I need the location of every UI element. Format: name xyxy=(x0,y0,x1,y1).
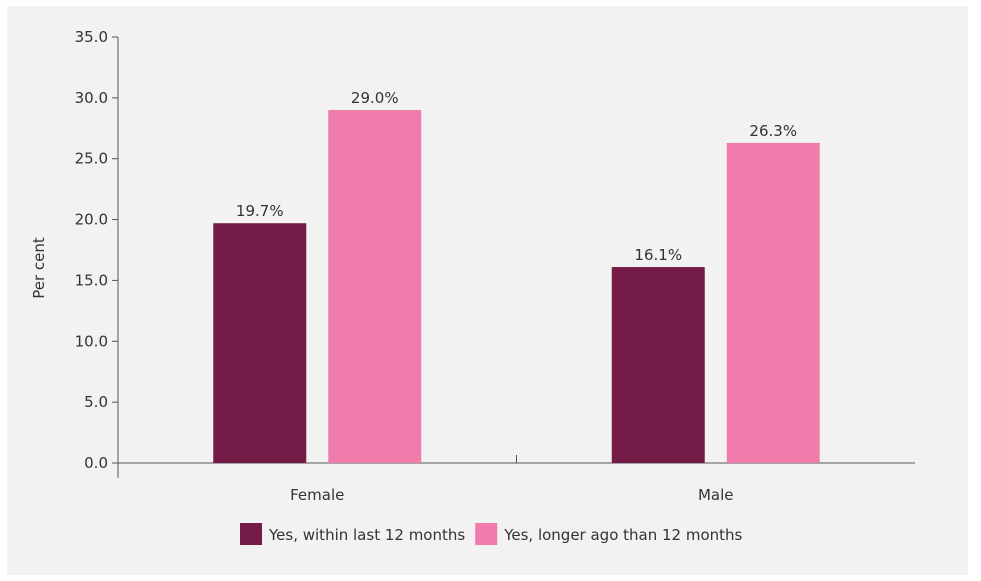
y-tick-label: 20.0 xyxy=(75,211,108,229)
y-tick-label: 15.0 xyxy=(75,271,108,289)
data-labels: 19.7% 29.0% 16.1% 26.3% xyxy=(236,89,797,264)
bar-female-series-2 xyxy=(328,110,422,464)
y-axis-title: Per cent xyxy=(30,237,48,299)
legend-label: Yes, longer ago than 12 months xyxy=(503,526,742,544)
x-category-label: Male xyxy=(698,486,734,504)
data-label: 29.0% xyxy=(351,89,399,107)
data-label: 26.3% xyxy=(749,122,797,140)
bar-male-series-1 xyxy=(611,267,705,463)
y-axis: 0.0 5.0 10.0 15.0 20.0 25.0 30.0 35.0 xyxy=(75,28,119,478)
y-tick-label: 25.0 xyxy=(75,150,108,168)
bar-female-series-1 xyxy=(213,223,307,463)
y-tick-label: 10.0 xyxy=(75,332,108,350)
bar-chart: 0.0 5.0 10.0 15.0 20.0 25.0 30.0 35.0 Female Mal… xyxy=(30,28,915,545)
bar-male-series-2 xyxy=(726,142,820,464)
y-tick-label: 30.0 xyxy=(75,89,108,107)
legend: Yes, within last 12 months Yes, longer ag… xyxy=(240,523,743,545)
data-label: 19.7% xyxy=(236,202,284,220)
legend-item: Yes, longer ago than 12 months xyxy=(475,523,743,545)
data-label: 16.1% xyxy=(634,246,682,264)
legend-label: Yes, within last 12 months xyxy=(268,526,465,544)
legend-item: Yes, within last 12 months xyxy=(240,523,465,545)
bars xyxy=(213,110,820,464)
chart-frame: 0.0 5.0 10.0 15.0 20.0 25.0 30.0 35.0 Female Mal… xyxy=(7,6,968,575)
y-tick-label: 5.0 xyxy=(84,393,108,411)
legend-swatch xyxy=(240,523,262,545)
x-category-label: Female xyxy=(290,486,344,504)
legend-swatch xyxy=(475,523,498,545)
y-tick-label: 35.0 xyxy=(75,28,108,46)
y-tick-label: 0.0 xyxy=(84,454,108,472)
